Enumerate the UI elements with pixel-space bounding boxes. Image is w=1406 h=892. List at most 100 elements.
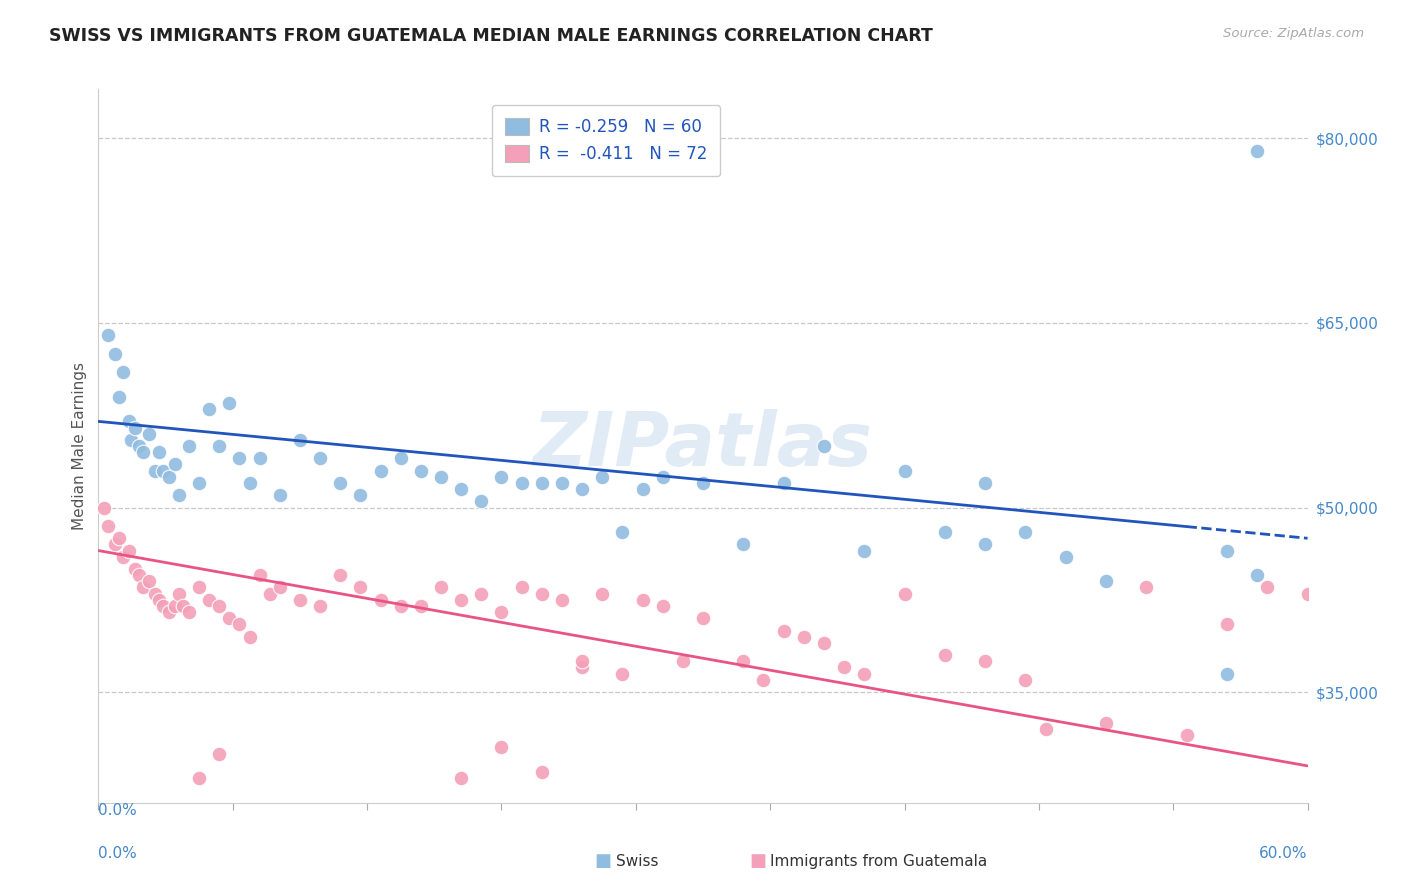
Point — [651, 599, 673, 613]
Point — [93, 500, 115, 515]
Point — [591, 587, 613, 601]
Text: Source: ZipAtlas.com: Source: ZipAtlas.com — [1223, 27, 1364, 40]
Point — [179, 439, 201, 453]
Point — [208, 599, 231, 613]
Point — [138, 426, 160, 441]
Point — [651, 469, 673, 483]
Point — [491, 740, 513, 755]
Point — [143, 587, 166, 601]
Point — [103, 537, 125, 551]
Point — [128, 439, 150, 453]
Point — [692, 475, 714, 490]
Point — [120, 433, 142, 447]
Point — [208, 439, 231, 453]
Point — [772, 624, 794, 638]
Point — [530, 587, 553, 601]
Point — [349, 581, 371, 595]
Point — [249, 451, 271, 466]
Point — [148, 592, 170, 607]
Point — [893, 464, 915, 478]
Point — [249, 568, 271, 582]
Point — [152, 599, 174, 613]
Point — [832, 660, 855, 674]
Point — [228, 451, 250, 466]
Point — [1095, 574, 1118, 589]
Point — [934, 525, 956, 540]
Text: ■: ■ — [749, 852, 766, 870]
Point — [329, 568, 352, 582]
Point — [1216, 666, 1239, 681]
Point — [530, 765, 553, 780]
Point — [107, 390, 129, 404]
Text: Swiss: Swiss — [616, 854, 658, 869]
Point — [430, 469, 453, 483]
Point — [793, 630, 815, 644]
Point — [288, 433, 311, 447]
Point — [118, 414, 141, 428]
Point — [612, 666, 634, 681]
Point — [370, 592, 392, 607]
Point — [1296, 587, 1319, 601]
Point — [752, 673, 775, 687]
Point — [551, 475, 574, 490]
Point — [409, 464, 432, 478]
Point — [124, 562, 146, 576]
Point — [143, 464, 166, 478]
Point — [97, 328, 120, 343]
Point — [772, 475, 794, 490]
Point — [1216, 543, 1239, 558]
Point — [1014, 673, 1036, 687]
Point — [188, 581, 211, 595]
Point — [208, 747, 231, 761]
Point — [934, 648, 956, 662]
Point — [631, 482, 654, 496]
Point — [288, 592, 311, 607]
Point — [163, 599, 186, 613]
Text: 60.0%: 60.0% — [1260, 846, 1308, 861]
Point — [138, 574, 160, 589]
Point — [1216, 617, 1239, 632]
Point — [198, 402, 221, 417]
Text: 0.0%: 0.0% — [98, 846, 138, 861]
Point — [111, 549, 134, 564]
Text: 0.0%: 0.0% — [98, 803, 138, 818]
Point — [530, 475, 553, 490]
Legend: R = -0.259   N = 60, R =  -0.411   N = 72: R = -0.259 N = 60, R = -0.411 N = 72 — [492, 104, 720, 176]
Point — [269, 581, 291, 595]
Point — [179, 605, 201, 619]
Point — [974, 537, 997, 551]
Point — [491, 605, 513, 619]
Text: SWISS VS IMMIGRANTS FROM GUATEMALA MEDIAN MALE EARNINGS CORRELATION CHART: SWISS VS IMMIGRANTS FROM GUATEMALA MEDIA… — [49, 27, 934, 45]
Point — [470, 587, 492, 601]
Point — [163, 458, 186, 472]
Point — [450, 482, 472, 496]
Point — [329, 475, 352, 490]
Point — [97, 519, 120, 533]
Point — [813, 439, 835, 453]
Point — [510, 581, 533, 595]
Point — [218, 611, 240, 625]
Point — [103, 347, 125, 361]
Point — [188, 771, 211, 785]
Point — [733, 654, 755, 668]
Point — [591, 469, 613, 483]
Point — [1256, 581, 1278, 595]
Point — [128, 568, 150, 582]
Point — [349, 488, 371, 502]
Point — [107, 531, 129, 545]
Point — [430, 581, 453, 595]
Point — [269, 488, 291, 502]
Y-axis label: Median Male Earnings: Median Male Earnings — [72, 362, 87, 530]
Point — [1246, 568, 1268, 582]
Point — [813, 636, 835, 650]
Point — [1095, 715, 1118, 730]
Point — [152, 464, 174, 478]
Point — [612, 525, 634, 540]
Text: Immigrants from Guatemala: Immigrants from Guatemala — [770, 854, 988, 869]
Point — [370, 464, 392, 478]
Point — [551, 592, 574, 607]
Point — [470, 494, 492, 508]
Point — [111, 365, 134, 379]
Point — [1175, 728, 1198, 742]
Point — [974, 654, 997, 668]
